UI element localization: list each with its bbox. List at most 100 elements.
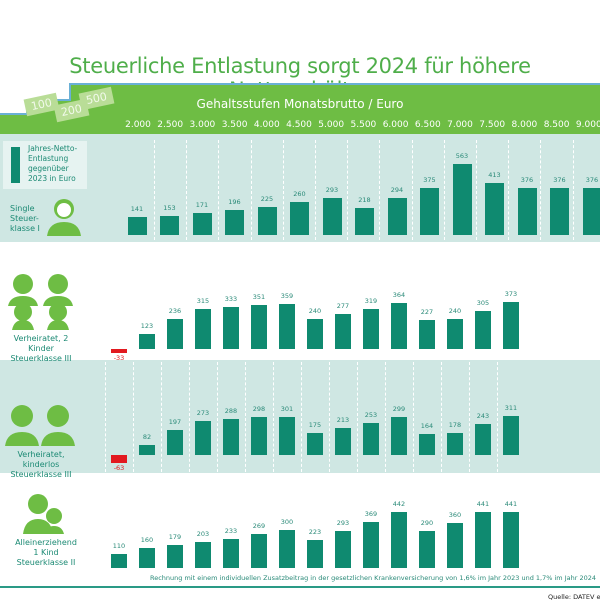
bar: [391, 417, 407, 455]
column-separator: [573, 140, 574, 240]
bar: [503, 416, 519, 455]
bar: [518, 188, 537, 235]
data-label: 319: [356, 297, 386, 305]
bar: [279, 304, 295, 349]
data-label: 293: [328, 519, 358, 527]
bar: [195, 309, 211, 349]
column-separator: [301, 362, 302, 472]
column-separator: [441, 362, 442, 472]
data-label: 175: [300, 421, 330, 429]
bar: [583, 188, 600, 235]
bar: [363, 423, 379, 455]
bar: [307, 540, 323, 568]
column-separator: [133, 362, 134, 472]
data-label: 360: [440, 511, 470, 519]
single-parent-icon: [22, 492, 66, 534]
bar: [475, 512, 491, 568]
data-label: 225: [252, 195, 282, 203]
column-separator: [161, 362, 162, 472]
column-separator: [508, 140, 509, 240]
bar: [160, 216, 179, 235]
data-label: 441: [496, 500, 526, 508]
data-label: 243: [468, 412, 498, 420]
legend-line: Entlastung: [28, 154, 77, 164]
column-separator: [273, 362, 274, 472]
data-label: 351: [244, 293, 274, 301]
bar: [290, 202, 309, 235]
data-label: 218: [350, 196, 380, 204]
data-label: 82: [132, 433, 162, 441]
row-label-line: Alleinerziehend: [10, 538, 82, 548]
bar: [167, 545, 183, 568]
column-separator: [251, 140, 252, 240]
data-label: 236: [160, 307, 190, 315]
column-separator: [245, 362, 246, 472]
row-label-line: Single: [10, 204, 44, 214]
row-label-line: Steuer-: [10, 214, 44, 224]
column-separator: [315, 140, 316, 240]
bar: [307, 319, 323, 349]
banknote: 100: [24, 93, 60, 116]
bar: [139, 334, 155, 349]
data-label: 196: [220, 198, 250, 206]
bar: [111, 554, 127, 568]
bar: [391, 303, 407, 349]
bar: [363, 522, 379, 568]
data-label: 359: [272, 292, 302, 300]
bar: [223, 307, 239, 349]
data-label: 301: [272, 405, 302, 413]
column-separator: [217, 362, 218, 472]
data-label: 442: [384, 500, 414, 508]
data-label: 171: [187, 201, 217, 209]
bar: [195, 421, 211, 455]
bar: [335, 428, 351, 455]
row-label-line: Steuerklasse II: [10, 558, 82, 568]
bar: [111, 349, 127, 353]
bar: [419, 320, 435, 349]
data-label: 364: [384, 291, 414, 299]
data-label: 203: [188, 530, 218, 538]
bar: [363, 309, 379, 349]
data-label: 376: [577, 176, 600, 184]
bar: [447, 433, 463, 455]
data-label: 233: [216, 527, 246, 535]
data-label: 141: [122, 205, 152, 213]
bar: [335, 314, 351, 349]
row-label-single-parent: Alleinerziehend 1 Kind Steuerklasse II: [10, 538, 82, 568]
banknote: 200: [54, 99, 90, 122]
data-label: 294: [382, 186, 412, 194]
data-label: 240: [440, 307, 470, 315]
bar: [447, 523, 463, 568]
data-label: 178: [440, 421, 470, 429]
data-label: 110: [104, 542, 134, 550]
data-label: 197: [160, 418, 190, 426]
column-separator: [540, 140, 541, 240]
row-label-single: Single Steuer- klasse I: [4, 204, 44, 234]
data-label: 441: [468, 500, 498, 508]
data-label: 273: [188, 409, 218, 417]
row-label-line: Verheiratet, 2 Kinder: [0, 334, 82, 354]
data-label: 563: [447, 152, 477, 160]
bar: [251, 305, 267, 349]
data-label: 299: [384, 405, 414, 413]
bar: [225, 210, 244, 235]
x-tick-label: 9.000: [569, 120, 600, 130]
data-label: 227: [412, 308, 442, 316]
row-label-line: klasse I: [10, 224, 44, 234]
bar: [193, 213, 212, 235]
bar: [139, 445, 155, 455]
data-label: 288: [216, 407, 246, 415]
bar: [420, 188, 439, 235]
bar: [447, 319, 463, 349]
legend-text: Jahres-Netto- Entlastung gegenüber 2023 …: [28, 144, 77, 184]
bar: [475, 424, 491, 455]
column-separator: [186, 140, 187, 240]
bar: [258, 207, 277, 235]
data-label: 253: [356, 411, 386, 419]
data-label: 269: [244, 522, 274, 530]
column-separator: [154, 140, 155, 240]
bar: [503, 512, 519, 568]
bar: [223, 539, 239, 568]
bar: [419, 531, 435, 568]
bar: [251, 534, 267, 568]
